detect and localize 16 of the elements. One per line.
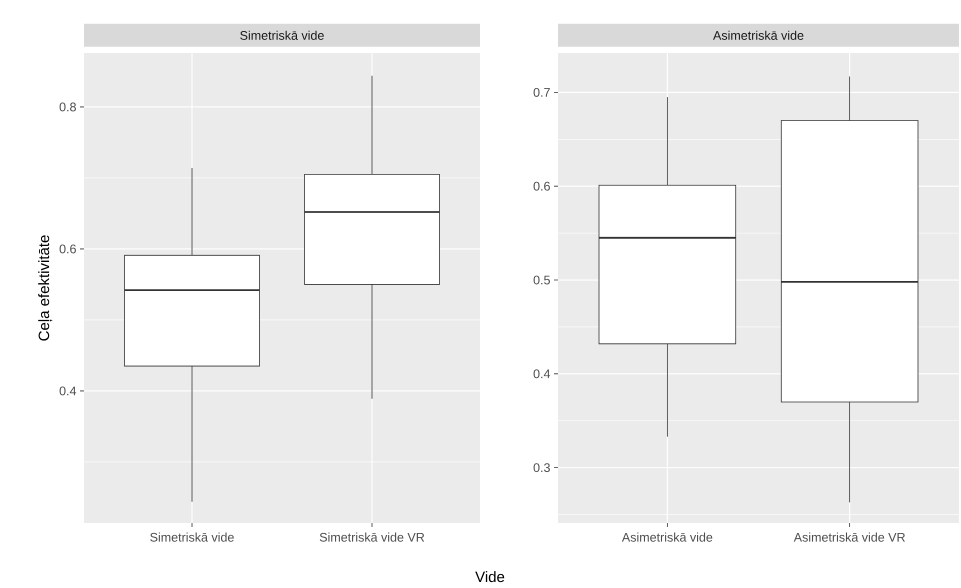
x-tick-label: Asimetriskā vide VR	[794, 532, 905, 542]
chart-title: Asimetriskā vide	[713, 30, 804, 40]
x-tick-label: Simetriskā vide VR	[320, 532, 424, 542]
y-tick-label: 0.6	[60, 244, 76, 254]
y-tick-label: 0.4	[534, 369, 550, 378]
y-axis-title: Ceļa efektivitāte	[38, 235, 52, 341]
x-tick-label: Simetriskā vide	[150, 532, 234, 542]
chart-title: Simetriskā vide	[240, 30, 324, 40]
x-axis-title: Vide	[475, 571, 504, 582]
y-tick-label: 0.8	[60, 102, 76, 112]
y-tick-label: 0.5	[534, 276, 550, 284]
y-tick-label: 0.6	[534, 182, 550, 191]
y-tick-label: 0.3	[534, 463, 550, 472]
y-tick-label: 0.7	[534, 88, 550, 97]
y-tick-label: 0.4	[60, 386, 76, 396]
x-tick-label: Asimetriskā vide	[622, 532, 712, 542]
